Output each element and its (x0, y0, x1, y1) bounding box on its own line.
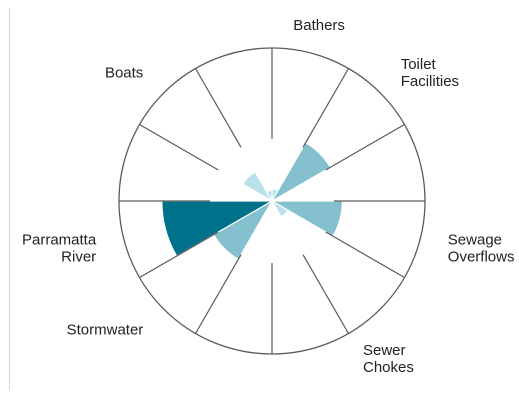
category-label-4-0: Stormwater (67, 322, 144, 339)
sector-4 (270, 199, 289, 218)
sector-11 (265, 189, 273, 204)
spoke-1 (302, 68, 350, 148)
spoke-11 (194, 68, 242, 148)
spoke-7 (194, 254, 242, 334)
category-label-5-1: River (61, 249, 96, 266)
sector-10 (242, 171, 274, 203)
sector-3 (269, 200, 343, 238)
category-label-1-1: Facilities (401, 73, 459, 90)
spoke-4 (325, 231, 405, 279)
left-divider (9, 8, 10, 390)
spoke-5 (302, 254, 350, 334)
spoke-2 (325, 123, 405, 171)
category-label-0-0: Bathers (293, 17, 345, 34)
category-label-3-1: Chokes (363, 359, 414, 376)
category-label-6-0: Boats (105, 64, 143, 81)
spoke-10 (139, 123, 219, 171)
outer-ring (118, 47, 426, 355)
category-label-5-0: Parramatta (22, 232, 97, 249)
sector-1 (270, 141, 332, 203)
sectors-layer (161, 141, 343, 261)
category-label-1-0: Toilet (401, 56, 437, 73)
category-label-3-0: Sewer (363, 342, 406, 359)
category-label-2-1: Overflows (448, 249, 515, 266)
category-label-2-0: Sewage (448, 232, 502, 249)
grid-layer (118, 47, 426, 355)
spoke-8 (139, 231, 219, 279)
